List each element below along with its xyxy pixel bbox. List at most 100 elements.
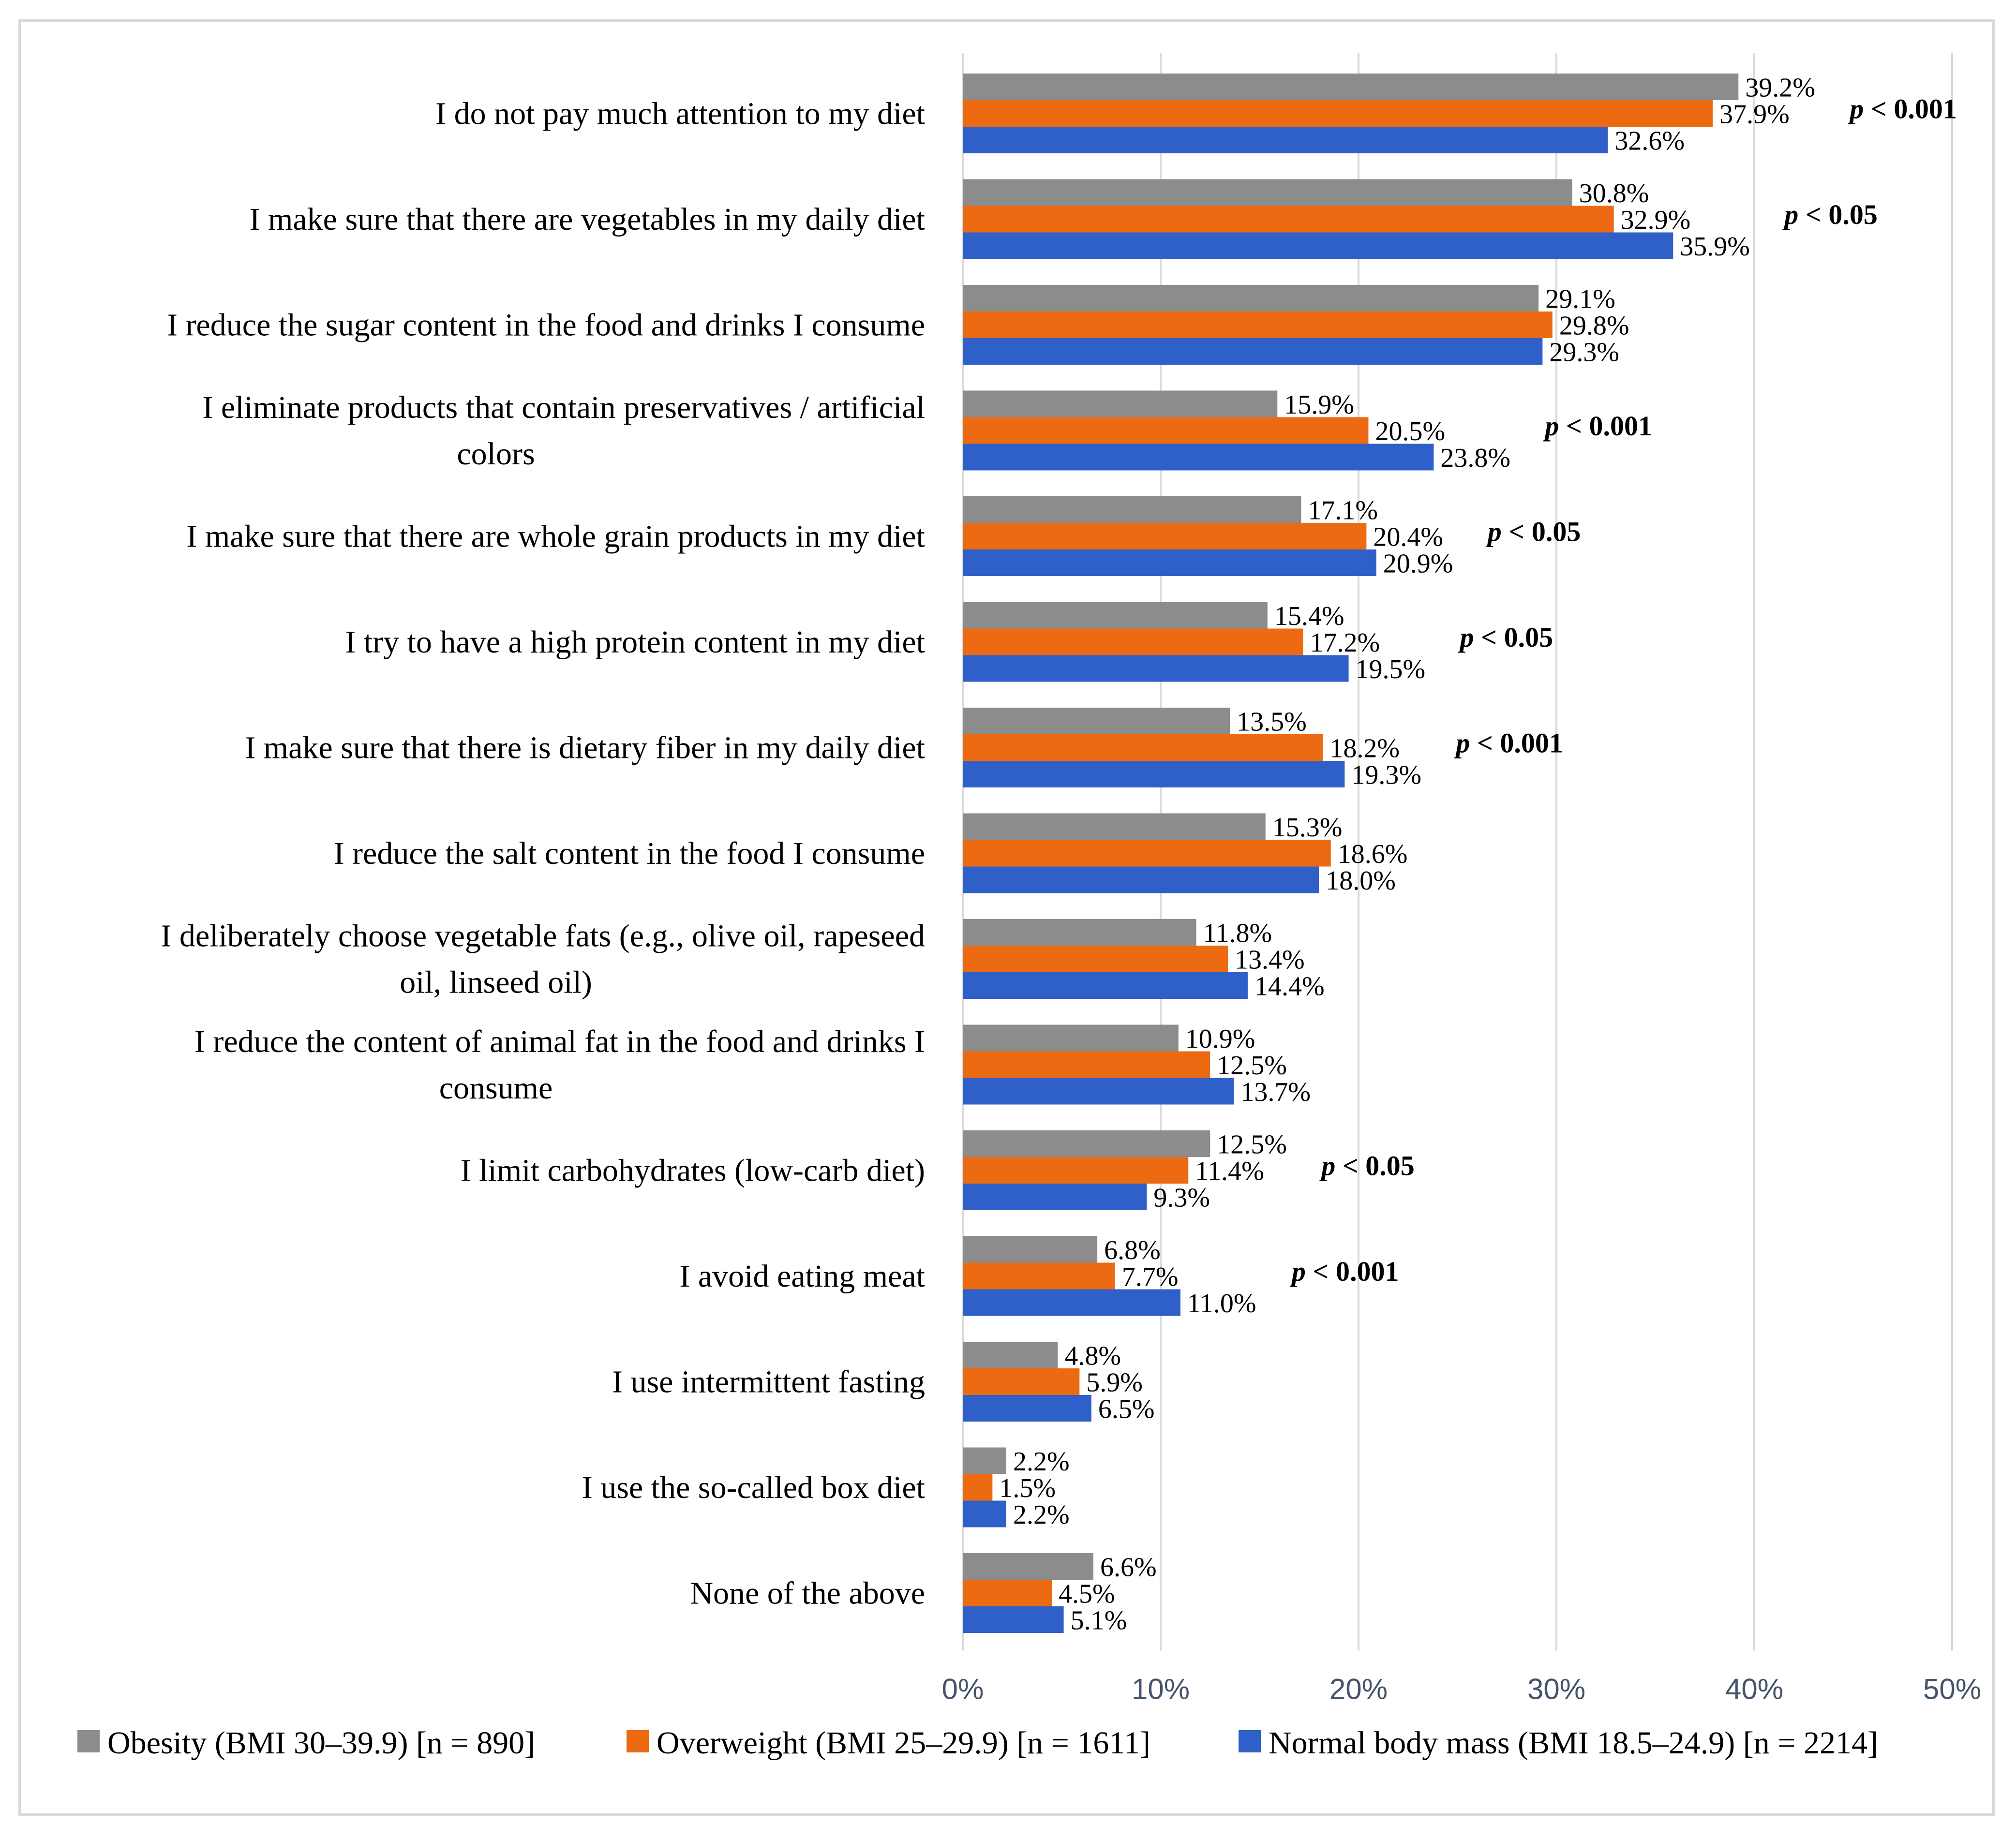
data-label: 4.5% xyxy=(1059,1579,1115,1609)
bar xyxy=(963,628,1303,655)
bars-layer xyxy=(963,74,1739,1633)
bar xyxy=(963,708,1230,734)
p-value-annotation: p < 0.001 xyxy=(1289,1256,1399,1287)
data-label: 30.8% xyxy=(1579,178,1649,208)
data-label: 13.7% xyxy=(1240,1077,1311,1107)
p-value-annotation: p < 0.001 xyxy=(1847,93,1957,125)
bar xyxy=(963,127,1608,153)
bar xyxy=(963,1184,1147,1210)
data-label: 39.2% xyxy=(1745,73,1815,103)
data-label: 11.8% xyxy=(1203,919,1272,949)
data-label: 2.2% xyxy=(1013,1500,1070,1530)
bar xyxy=(963,919,1196,946)
bar xyxy=(963,417,1369,444)
data-label: 12.5% xyxy=(1217,1130,1287,1160)
data-label: 19.5% xyxy=(1356,654,1426,684)
p-value-annotation: p < 0.05 xyxy=(1782,199,1878,230)
bar xyxy=(963,1474,993,1501)
data-label: 7.7% xyxy=(1122,1262,1179,1292)
data-label: 17.1% xyxy=(1308,496,1378,526)
category-label: I eliminate products that contain preser… xyxy=(202,390,925,425)
data-label: 20.4% xyxy=(1373,522,1443,552)
x-tick-label: 0% xyxy=(942,1673,984,1706)
bar xyxy=(963,1024,1179,1052)
category-label: oil, linseed oil) xyxy=(400,965,592,1000)
bar xyxy=(963,1289,1180,1316)
bar xyxy=(963,285,1539,311)
data-label: 13.5% xyxy=(1237,707,1307,737)
bar xyxy=(963,444,1434,471)
bar xyxy=(963,496,1301,523)
data-label: 35.9% xyxy=(1680,232,1750,262)
category-label: I make sure that there are whole grain p… xyxy=(186,519,925,554)
data-label: 1.5% xyxy=(999,1473,1056,1503)
x-tick-label: 10% xyxy=(1132,1673,1190,1706)
data-label: 6.8% xyxy=(1104,1235,1161,1265)
category-label: I reduce the salt content in the food I … xyxy=(334,836,925,871)
data-label: 15.9% xyxy=(1284,390,1354,420)
x-tick-label: 20% xyxy=(1329,1673,1388,1706)
p-value-annotation: p < 0.001 xyxy=(1453,727,1563,759)
data-label: 29.1% xyxy=(1545,284,1615,314)
category-label: I deliberately choose vegetable fats (e.… xyxy=(161,919,925,954)
data-label: 19.3% xyxy=(1351,760,1421,790)
category-label: I make sure that there is dietary fiber … xyxy=(245,730,925,766)
data-label: 17.2% xyxy=(1310,628,1380,658)
data-label: 11.0% xyxy=(1187,1289,1256,1319)
data-label: 18.2% xyxy=(1329,734,1400,764)
bar xyxy=(963,840,1331,867)
bar xyxy=(963,1078,1234,1105)
bar xyxy=(963,1553,1093,1580)
bar xyxy=(963,1157,1189,1184)
bar xyxy=(963,866,1319,893)
legend-swatch xyxy=(1239,1730,1261,1752)
p-value-annotation: p < 0.05 xyxy=(1458,622,1553,653)
bar xyxy=(963,655,1349,682)
category-label: I reduce the content of animal fat in th… xyxy=(194,1024,925,1059)
bar xyxy=(963,1051,1210,1078)
category-label: I reduce the sugar content in the food a… xyxy=(167,308,925,343)
bar xyxy=(963,74,1739,100)
bar xyxy=(963,1130,1210,1157)
bar xyxy=(963,100,1713,127)
bar xyxy=(963,1606,1064,1633)
category-label: consume xyxy=(439,1070,553,1106)
legend-label: Overweight (BMI 25–29.9) [n = 1611] xyxy=(657,1725,1150,1761)
bar xyxy=(963,206,1614,233)
bar xyxy=(963,1580,1052,1606)
data-label: 29.8% xyxy=(1559,311,1629,341)
data-label: 18.6% xyxy=(1338,839,1408,869)
p-value-annotation: p < 0.05 xyxy=(1319,1150,1415,1182)
bar xyxy=(963,179,1572,206)
bar xyxy=(963,1447,1006,1474)
data-label: 18.0% xyxy=(1326,866,1396,896)
data-label: 20.9% xyxy=(1383,549,1453,579)
category-label: colors xyxy=(457,436,535,472)
data-label: 10.9% xyxy=(1185,1024,1255,1054)
data-label: 32.9% xyxy=(1621,205,1691,235)
bar xyxy=(963,1262,1115,1290)
category-label: I use intermittent fasting xyxy=(612,1364,925,1400)
data-label: 6.6% xyxy=(1100,1553,1157,1583)
legend-label: Obesity (BMI 30–39.9) [n = 890] xyxy=(107,1725,535,1761)
data-label: 5.1% xyxy=(1071,1606,1127,1636)
data-label: 13.4% xyxy=(1235,945,1305,975)
x-tick-label: 30% xyxy=(1527,1673,1585,1706)
data-label: 2.2% xyxy=(1013,1447,1070,1477)
category-label: I avoid eating meat xyxy=(679,1259,925,1294)
bar xyxy=(963,1236,1098,1263)
bar xyxy=(963,232,1673,259)
category-label: I make sure that there are vegetables in… xyxy=(250,202,925,237)
category-label: None of the above xyxy=(690,1576,925,1611)
bar xyxy=(963,1500,1006,1528)
x-tick-label: 40% xyxy=(1725,1673,1783,1706)
bar xyxy=(963,761,1345,787)
bar xyxy=(963,734,1323,761)
bar xyxy=(963,972,1248,999)
legend-swatch xyxy=(77,1730,100,1752)
bar xyxy=(963,549,1376,576)
data-label: 9.3% xyxy=(1153,1183,1210,1213)
data-label: 37.9% xyxy=(1719,100,1790,130)
p-value-annotation: p < 0.05 xyxy=(1485,516,1581,548)
